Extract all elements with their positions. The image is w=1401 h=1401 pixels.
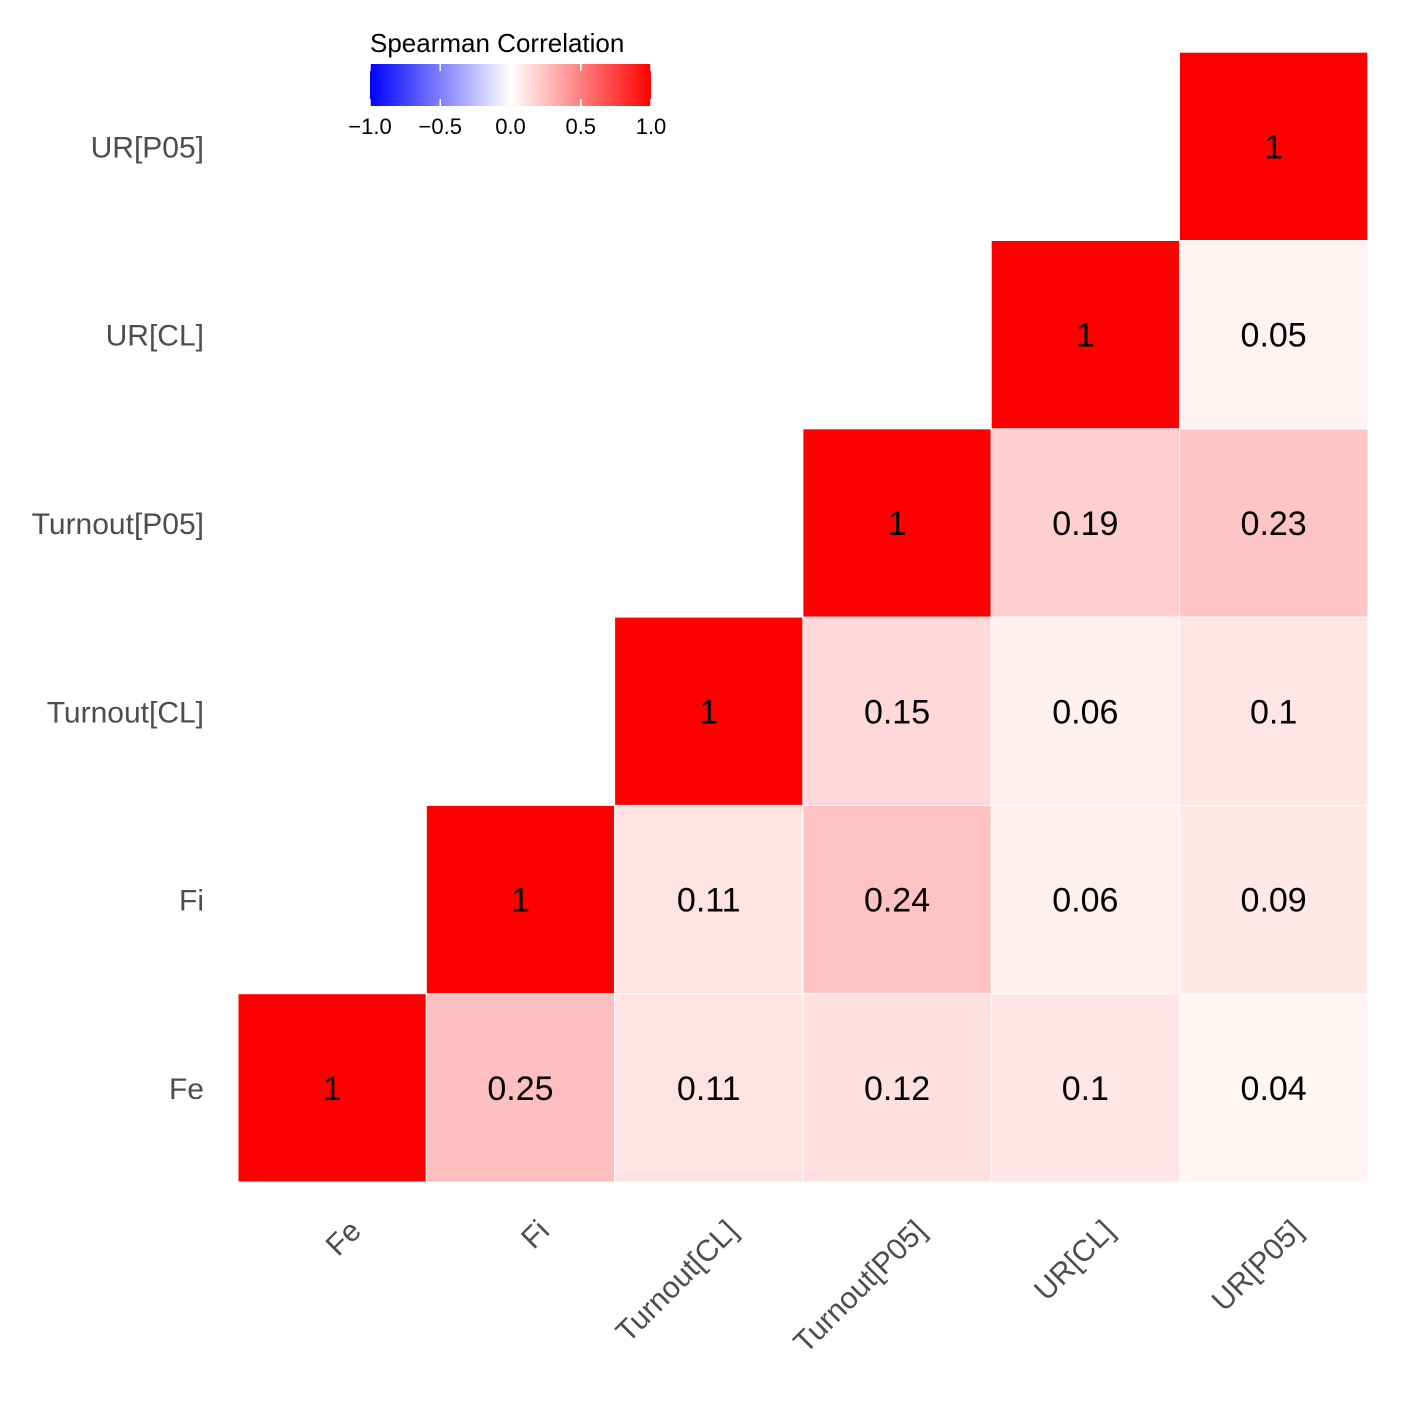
heatmap-cell-ur-p05-turnout-p05 xyxy=(1179,428,1369,618)
heatmap-cell-turnout-cl-fi xyxy=(614,804,804,995)
cell-value-label: 0.1 xyxy=(1250,693,1297,731)
legend-tick-label: 0.5 xyxy=(565,114,596,139)
y-tick-label-turnout-cl: Turnout[CL] xyxy=(47,696,204,729)
cell-value-label: 1 xyxy=(323,1070,342,1108)
legend-title: Spearman Correlation xyxy=(370,28,624,58)
y-tick-label-fe: Fe xyxy=(169,1073,204,1106)
cell-value-label: 1 xyxy=(1076,317,1095,355)
legend-ticks: −1.0 −0.5 0.0 0.5 1.0 xyxy=(348,64,666,139)
y-tick-label-fi: Fi xyxy=(179,885,204,918)
cell-value-label: 0.11 xyxy=(677,882,741,920)
heatmap-cells xyxy=(237,51,1369,1183)
legend-tick-label: −1.0 xyxy=(348,114,391,139)
cell-value-label: 0.25 xyxy=(487,1070,553,1108)
legend-tick-label: 1.0 xyxy=(636,114,667,139)
heatmap-cell-labels: 1 0.25 0.11 0.12 0.1 0.041 0.11 0.24 0.06 0.091 0.… xyxy=(323,128,1307,1108)
heatmap-cell-ur-p05-turnout-cl xyxy=(1179,616,1369,806)
cell-value-label: 0.23 xyxy=(1241,505,1307,543)
y-tick-label-turnout-p05: Turnout[P05] xyxy=(32,508,204,541)
cell-value-label: 0.15 xyxy=(864,693,930,731)
x-tick-label-fe: Fe xyxy=(320,1214,368,1262)
cell-value-label: 0.24 xyxy=(864,882,930,920)
heatmap-cell-ur-p05-fe xyxy=(1179,993,1369,1183)
heatmap-cell-turnout-p05-turnout-p05 xyxy=(802,428,992,618)
cell-value-label: 1 xyxy=(1264,128,1283,166)
cell-value-label: 0.06 xyxy=(1052,693,1118,731)
y-tick-label-ur-p05: UR[P05] xyxy=(91,131,204,164)
heatmap-cell-fe-fe xyxy=(237,993,427,1183)
heatmap-cell-fi-fi xyxy=(425,804,616,995)
legend-tick-label: −0.5 xyxy=(419,114,462,139)
y-tick-label-ur-cl: UR[CL] xyxy=(106,320,204,353)
heatmap-cell-turnout-p05-fi xyxy=(802,804,992,995)
x-tick-label-turnout-cl: Turnout[CL] xyxy=(610,1214,745,1349)
heatmap-cell-ur-cl-ur-cl xyxy=(990,240,1181,430)
cell-value-label: 0.1 xyxy=(1062,1070,1109,1108)
x-tick-label-turnout-p05: Turnout[P05] xyxy=(788,1214,933,1359)
cell-value-label: 0.19 xyxy=(1052,505,1118,543)
y-axis-labels: Fe Fi Turnout[CL] Turnout[P05] UR[CL] UR[P05] xyxy=(32,131,204,1106)
cell-value-label: 1 xyxy=(511,882,530,920)
legend-tick-label: 0.0 xyxy=(495,114,526,139)
x-tick-label-fi: Fi xyxy=(515,1214,556,1255)
heatmap-cell-ur-cl-turnout-cl xyxy=(990,616,1181,806)
x-tick-label-ur-cl: UR[CL] xyxy=(1028,1214,1121,1307)
cell-value-label: 0.06 xyxy=(1052,882,1118,920)
heatmap-cell-ur-p05-ur-cl xyxy=(1179,240,1369,430)
x-tick-label-ur-p05: UR[P05] xyxy=(1206,1214,1310,1318)
heatmap-cell-ur-p05-ur-p05 xyxy=(1179,51,1369,242)
heatmap-cell-ur-p05-fi xyxy=(1179,804,1369,995)
x-axis-labels: Fe Fi Turnout[CL] Turnout[P05] UR[CL] UR[P05] xyxy=(320,1214,1310,1359)
legend: Spearman Correlation −1.0 −0.5 0.0 0.5 1.0 xyxy=(348,28,666,139)
heatmap-cell-ur-cl-fe xyxy=(990,993,1181,1183)
heatmap-cell-turnout-cl-turnout-cl xyxy=(614,616,804,806)
cell-value-label: 1 xyxy=(888,505,907,543)
cell-value-label: 0.11 xyxy=(677,1070,741,1108)
heatmap-cell-turnout-cl-fe xyxy=(614,993,804,1183)
cell-value-label: 0.04 xyxy=(1241,1070,1307,1108)
heatmap-cell-ur-cl-fi xyxy=(990,804,1181,995)
heatmap-cell-fi-fe xyxy=(425,993,616,1183)
cell-value-label: 0.12 xyxy=(864,1070,930,1108)
cell-value-label: 1 xyxy=(699,693,718,731)
cell-value-label: 0.09 xyxy=(1241,882,1307,920)
heatmap-cell-ur-cl-turnout-p05 xyxy=(990,428,1181,618)
cell-value-label: 0.05 xyxy=(1241,317,1307,355)
